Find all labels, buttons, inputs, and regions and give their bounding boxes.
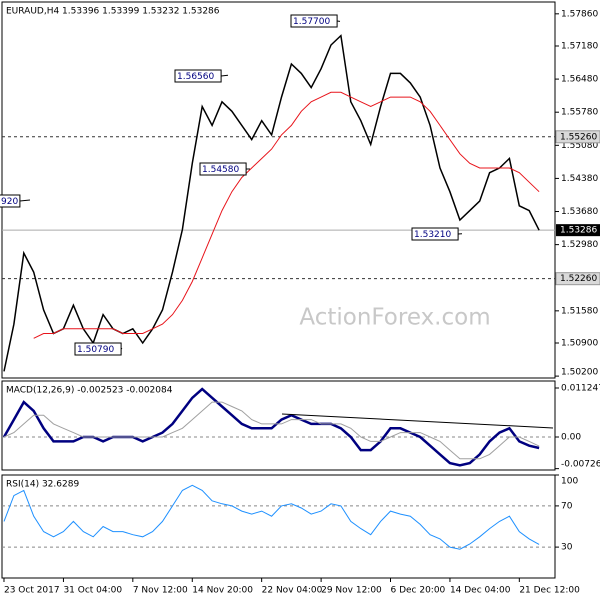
y-tick-label: 1.50200 bbox=[561, 368, 598, 378]
annotation-label: 920 bbox=[1, 197, 18, 207]
x-tick-label: 7 Nov 12:00 bbox=[133, 586, 188, 596]
annotation-connector bbox=[221, 75, 228, 76]
y-tick-label: 100 bbox=[561, 477, 578, 487]
y-tick-label: 0.011247 bbox=[561, 384, 600, 394]
x-tick-label: 6 Dec 20:00 bbox=[390, 586, 445, 596]
x-tick-label: 21 Dec 12:00 bbox=[519, 586, 580, 596]
y-tick-label: 1.56480 bbox=[561, 75, 598, 85]
panel-title: RSI(14) 32.6289 bbox=[6, 480, 79, 490]
annotation-label: 1.57700 bbox=[293, 17, 330, 27]
panel-title: MACD(12,26,9) -0.002523 -0.002084 bbox=[6, 386, 173, 396]
annotation-label: 1.53210 bbox=[414, 230, 451, 240]
y-tick-label: 0.00 bbox=[561, 433, 581, 443]
y-tick-label: 1.55780 bbox=[561, 108, 598, 118]
panel-title: EURAUD,H4 1.53396 1.53399 1.53232 1.5328… bbox=[6, 7, 220, 17]
x-tick-label: 23 Oct 2017 bbox=[4, 586, 60, 596]
annotation-label: 1.54580 bbox=[202, 165, 239, 175]
y-tick-label: 1.57860 bbox=[561, 9, 598, 19]
y-tick-label: 1.52980 bbox=[561, 240, 598, 250]
y-tick-label: 30 bbox=[561, 543, 573, 553]
level-label: 1.55260 bbox=[560, 132, 597, 142]
y-tick-label: 1.57180 bbox=[561, 41, 598, 51]
annotation-label: 1.56560 bbox=[177, 72, 214, 82]
current-price-label: 1.53286 bbox=[560, 226, 597, 236]
y-tick-label: 1.54380 bbox=[561, 174, 598, 184]
y-tick-label: -0.007263 bbox=[561, 460, 600, 470]
x-tick-label: 31 Oct 04:00 bbox=[63, 586, 122, 596]
watermark: ActionForex.com bbox=[299, 305, 490, 331]
y-tick-label: 1.53680 bbox=[561, 207, 598, 217]
y-tick-label: 1.51580 bbox=[561, 306, 598, 316]
y-tick-label: 1.50900 bbox=[561, 339, 598, 349]
y-tick-label: 70 bbox=[561, 501, 573, 511]
x-tick-label: 14 Dec 04:00 bbox=[450, 586, 511, 596]
x-tick-label: 22 Nov 04:00 bbox=[262, 586, 323, 596]
annotation-label: 1.50790 bbox=[77, 345, 114, 355]
x-tick-label: 29 Nov 12:00 bbox=[321, 586, 382, 596]
level-label: 1.52260 bbox=[560, 274, 597, 284]
x-tick-label: 14 Nov 20:00 bbox=[192, 586, 253, 596]
